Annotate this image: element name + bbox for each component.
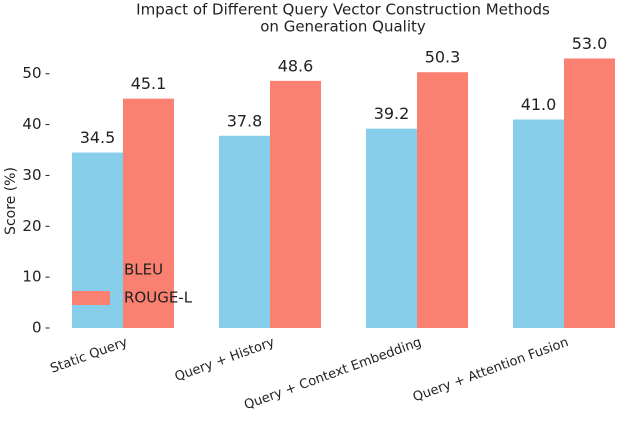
chart-title: Impact of Different Query Vector Constru…	[136, 1, 550, 19]
value-label: 45.1	[131, 74, 167, 93]
y-tick-label: 30	[22, 166, 41, 184]
bar	[417, 72, 468, 328]
legend-swatch	[72, 263, 110, 277]
value-label: 53.0	[572, 34, 608, 53]
value-label: 48.6	[278, 56, 314, 75]
value-label: 34.5	[80, 128, 116, 147]
value-label: 37.8	[227, 111, 263, 130]
legend-swatch	[72, 291, 110, 305]
chart-title: on Generation Quality	[260, 18, 426, 36]
legend-label: ROUGE-L	[124, 289, 193, 307]
bar	[270, 80, 321, 329]
y-tick-label: 10	[22, 268, 41, 286]
y-tick-label: 40	[22, 115, 41, 133]
y-axis-label: Score (%)	[3, 167, 19, 235]
y-tick-label: 50	[22, 64, 41, 82]
bar	[366, 128, 417, 328]
legend-label: BLEU	[124, 261, 163, 279]
value-label: 39.2	[374, 104, 410, 123]
y-tick-label: 0	[32, 319, 42, 337]
value-label: 50.3	[425, 48, 461, 67]
bar	[123, 98, 174, 328]
y-tick-label: 20	[22, 217, 41, 235]
bar	[564, 58, 615, 328]
x-tick-label: Query + Attention Fusion	[411, 335, 571, 405]
bar	[513, 119, 564, 328]
bar	[219, 135, 270, 328]
x-tick-label: Static Query	[48, 335, 129, 377]
value-label: 41.0	[521, 95, 557, 114]
x-tick-label: Query + History	[173, 335, 277, 385]
